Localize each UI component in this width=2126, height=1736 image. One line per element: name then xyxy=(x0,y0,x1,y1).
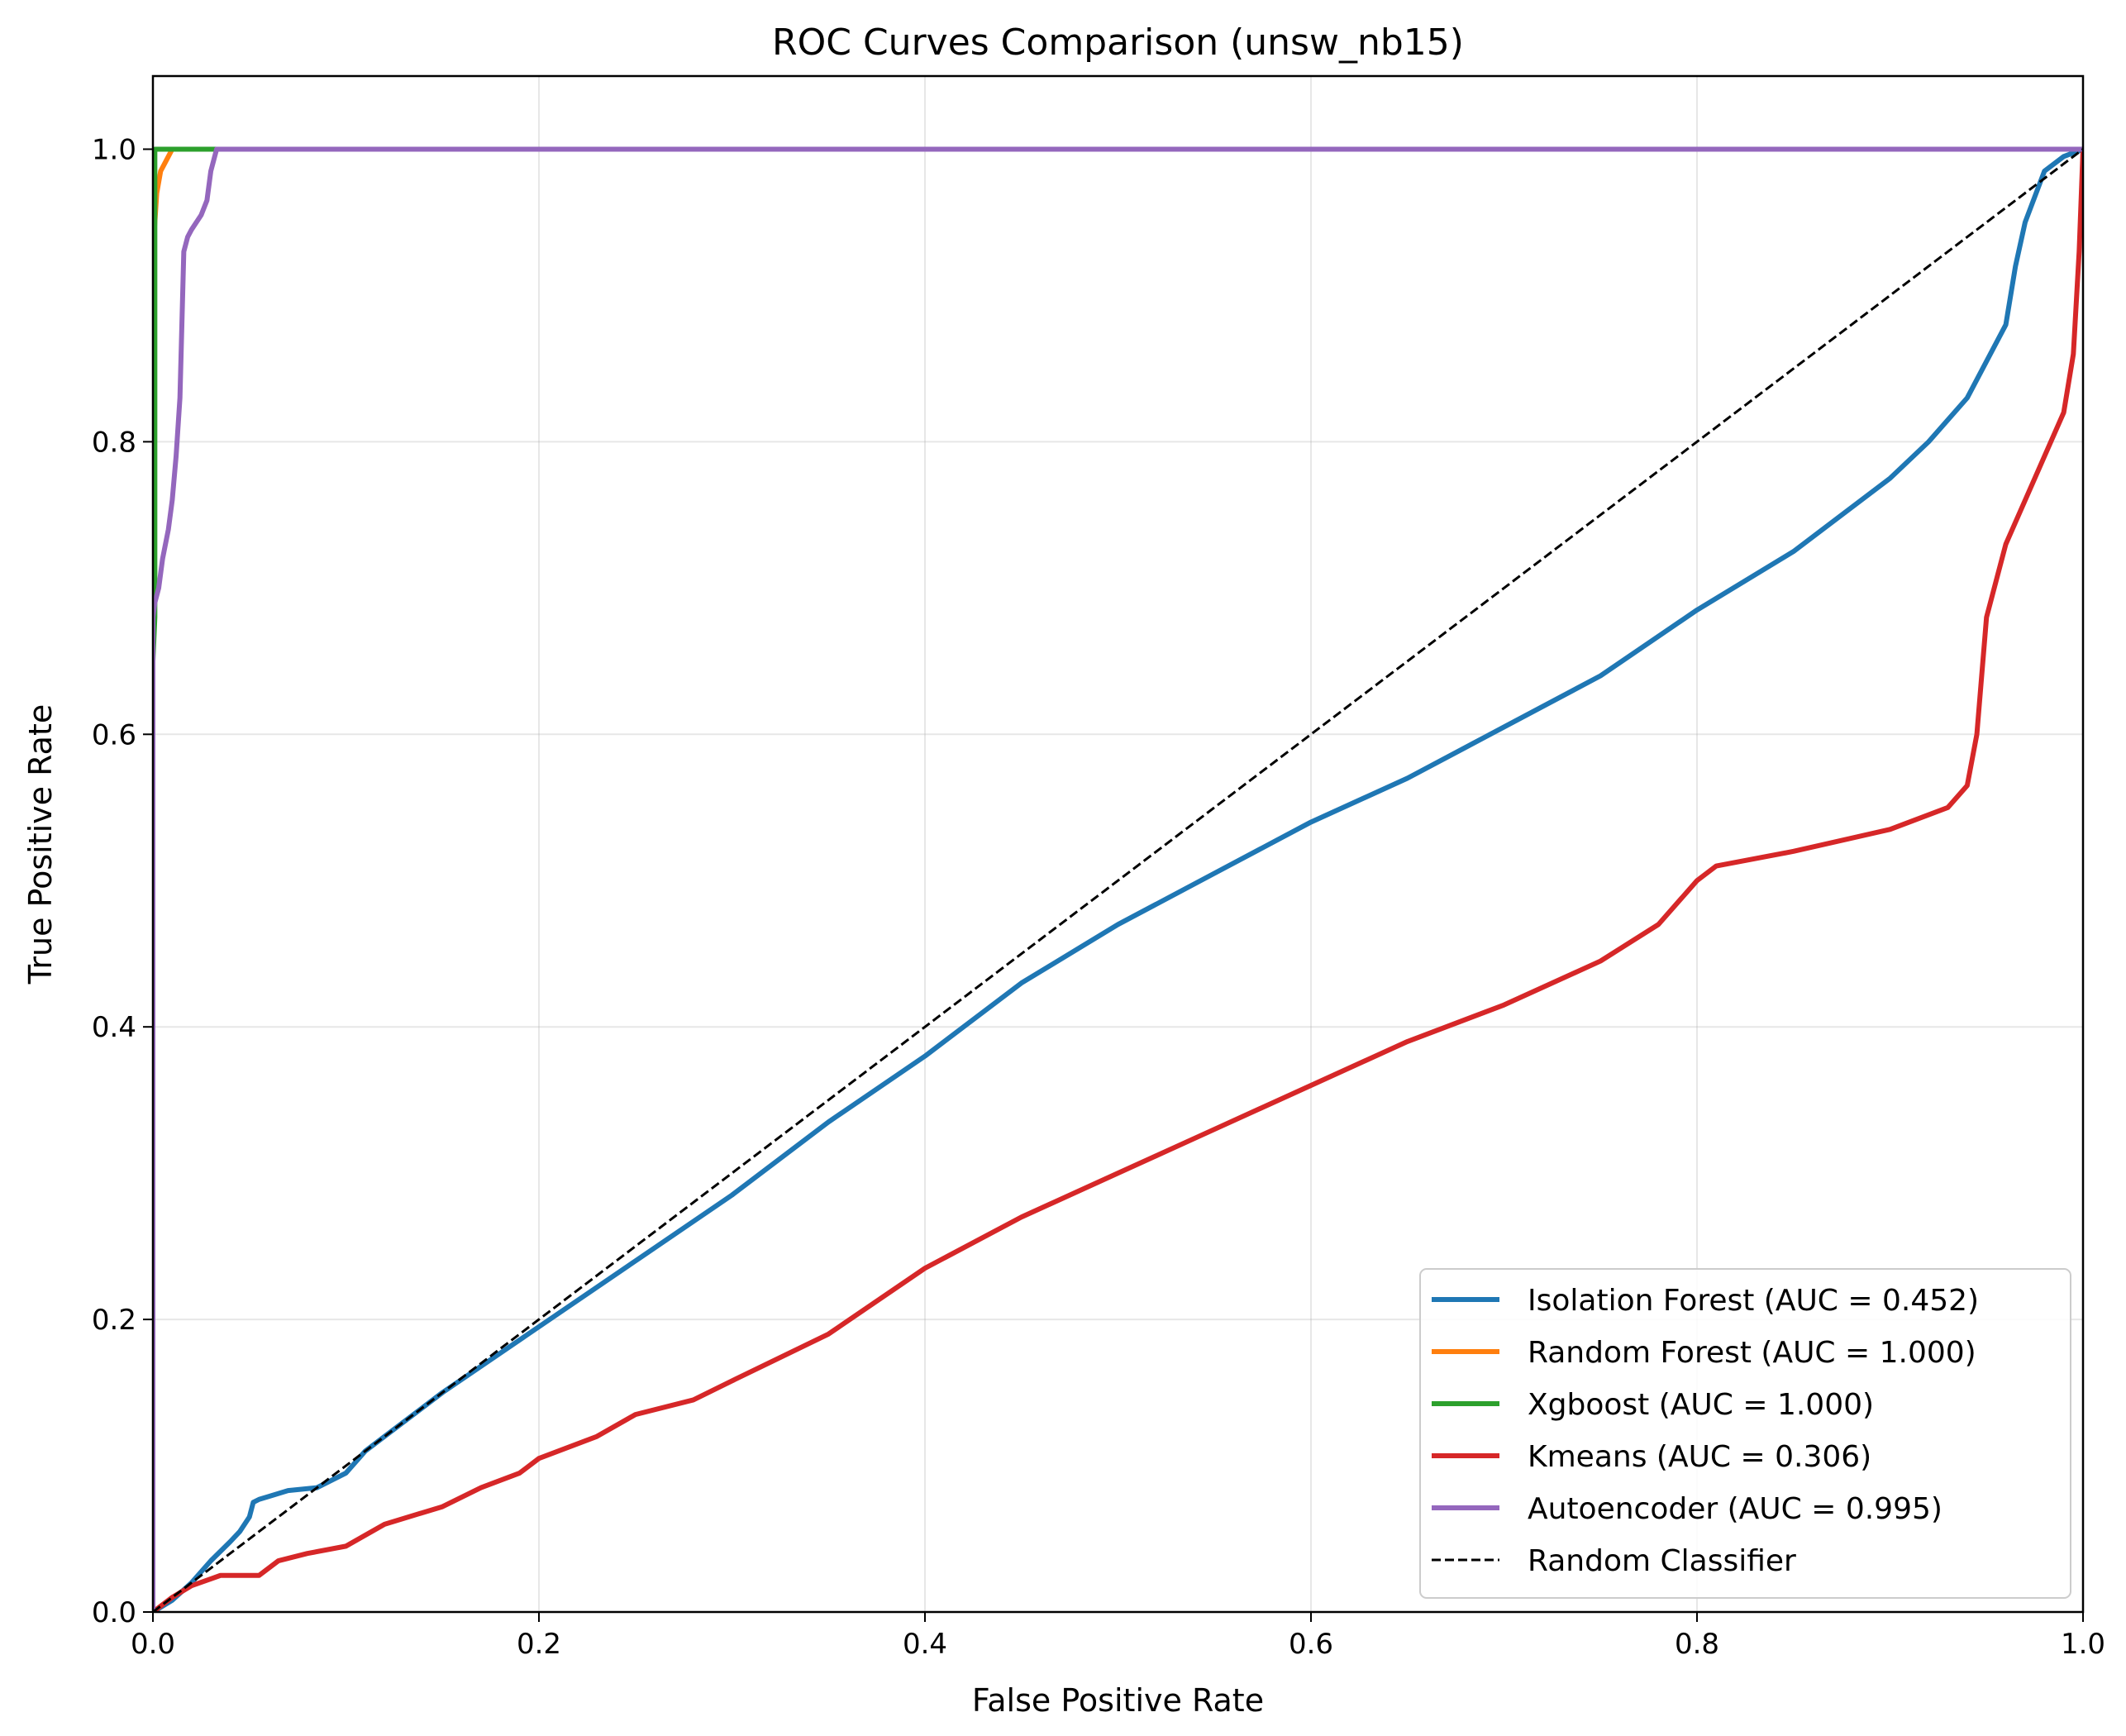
x-tick-label: 0.6 xyxy=(1289,1628,1333,1661)
legend-label-4: Autoencoder (AUC = 0.995) xyxy=(1528,1492,1942,1526)
x-tick-label: 0.2 xyxy=(517,1628,561,1661)
legend: Isolation Forest (AUC = 0.452) Random For… xyxy=(1419,1268,2071,1599)
y-tick-label: 0.0 xyxy=(92,1596,136,1629)
x-tick-label: 0.0 xyxy=(131,1628,175,1661)
x-tick-label: 0.4 xyxy=(903,1628,947,1661)
series-line-5 xyxy=(153,148,2083,1612)
series-line-4 xyxy=(153,146,2083,1612)
y-axis-label: True Positive Rate xyxy=(22,704,59,985)
x-tick-label: 1.0 xyxy=(2061,1628,2105,1661)
y-tick-label: 1.0 xyxy=(92,133,136,166)
y-tick-label: 0.8 xyxy=(92,426,136,459)
y-tick-label: 0.2 xyxy=(92,1304,136,1337)
x-axis-label: False Positive Rate xyxy=(972,1682,1264,1719)
legend-box xyxy=(1419,1268,2071,1599)
legend-label-5: Random Classifier xyxy=(1528,1544,1796,1578)
y-tick-label: 0.6 xyxy=(92,718,136,751)
legend-label-0: Isolation Forest (AUC = 0.452) xyxy=(1528,1284,1979,1318)
series-line-0 xyxy=(153,146,2083,1612)
grid xyxy=(152,76,2084,1613)
plot-frame xyxy=(151,74,2085,1614)
chart-title: ROC Curves Comparison (unsw_nb15) xyxy=(772,21,1464,64)
axis-ticks: 0.0 0.2 0.4 0.6 0.8 1.0 0.0 0.2 0.4 0.6 0.8 1.0 xyxy=(92,133,2105,1661)
legend-label-2: Xgboost (AUC = 1.000) xyxy=(1528,1388,1874,1422)
legend-label-3: Kmeans (AUC = 0.306) xyxy=(1528,1440,1871,1474)
y-tick-label: 0.4 xyxy=(92,1011,136,1044)
series-line-3 xyxy=(153,146,2083,1612)
x-tick-label: 0.8 xyxy=(1675,1628,1719,1661)
legend-label-1: Random Forest (AUC = 1.000) xyxy=(1528,1336,1976,1370)
